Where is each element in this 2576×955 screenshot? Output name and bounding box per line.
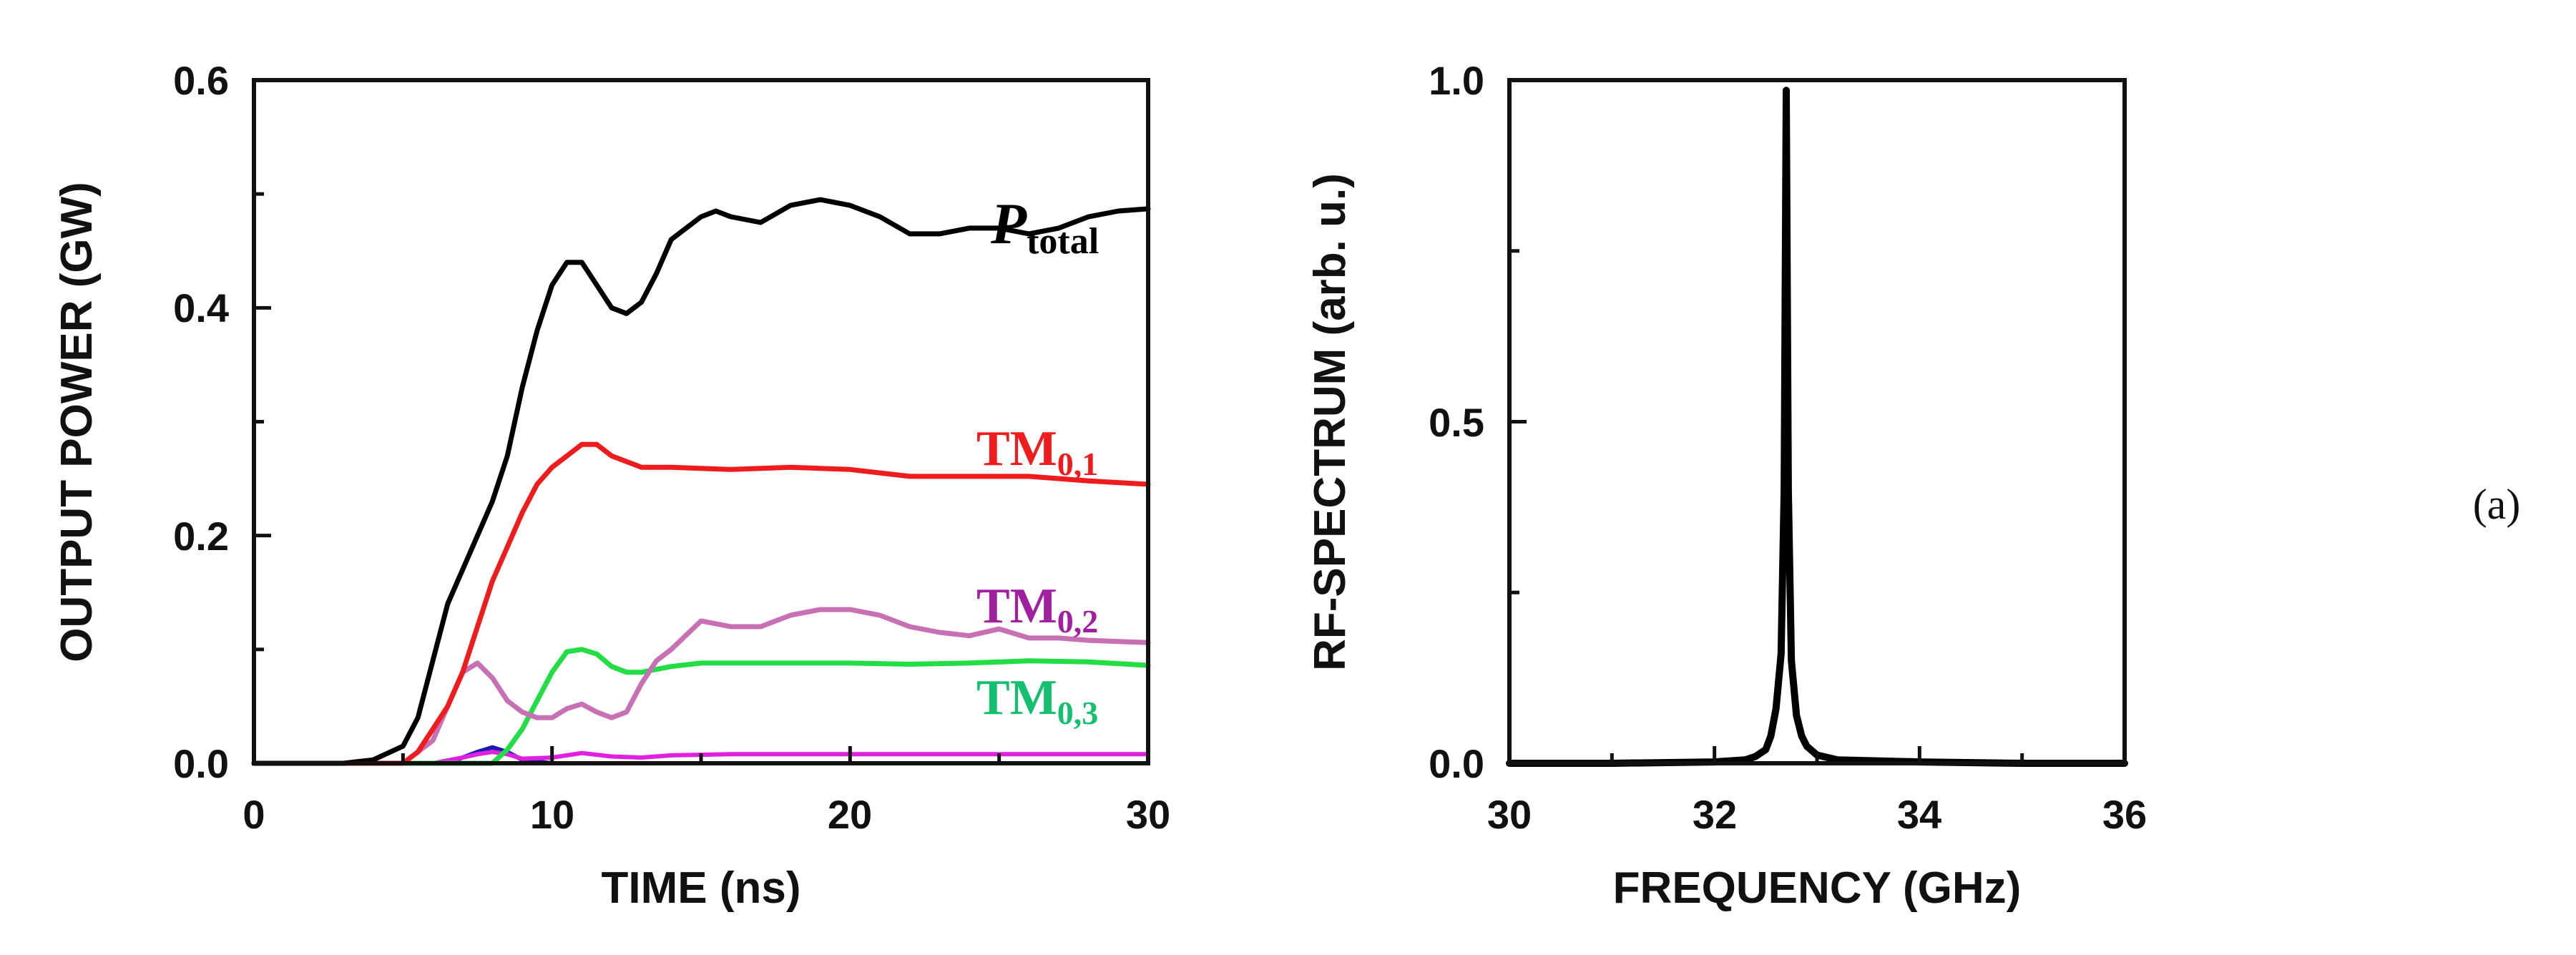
spectrum-x-axis-title: FREQUENCY (GHz) xyxy=(1613,863,2022,913)
spectrum-y-axis-title: RF-SPECTRUM (arb. u.) xyxy=(1306,173,1355,671)
time-xtick-label-3: 30 xyxy=(1126,792,1170,837)
label-tm03-sub: 0,3 xyxy=(1057,695,1099,731)
spectrum-chart: 0.0 0.5 1.0 30 32 34 36 FREQUENCY (GHz) … xyxy=(1306,58,2147,913)
spectrum-ytick-label-1: 0.5 xyxy=(1429,400,1484,445)
spectrum-xtick-label-3: 36 xyxy=(2102,792,2147,837)
label-tm01-sub: 0,1 xyxy=(1057,446,1099,482)
label-tm02-main: TM xyxy=(976,579,1057,634)
label-p-total-main: P xyxy=(990,191,1027,256)
time-ytick-label-1: 0.2 xyxy=(173,514,229,559)
time-y-axis-title: OUTPUT POWER (GW) xyxy=(52,182,102,662)
time-xtick-label-1: 10 xyxy=(530,792,574,837)
spectrum-tick-marks xyxy=(1507,78,2127,765)
label-tm03-main: TM xyxy=(976,670,1057,725)
label-tm02: TM0,2 xyxy=(976,579,1098,640)
panel-label: (a) xyxy=(2473,481,2521,528)
time-x-axis-title: TIME (ns) xyxy=(602,863,801,913)
time-ytick-label-2: 0.4 xyxy=(173,285,229,330)
time-series-group xyxy=(251,197,1151,766)
time-series-tm0-1 xyxy=(251,441,1151,766)
label-p-total-sub: total xyxy=(1027,221,1099,262)
time-xtick-label-2: 20 xyxy=(828,792,872,837)
label-tm03: TM0,3 xyxy=(976,670,1098,731)
spectrum-series-group xyxy=(1506,87,2128,767)
spectrum-series-spectrum xyxy=(1506,87,2128,767)
spectrum-ytick-label-0: 0.0 xyxy=(1429,741,1484,786)
time-plot-frame xyxy=(252,78,1150,765)
spectrum-xtick-label-2: 34 xyxy=(1897,792,1941,837)
time-ytick-label-0: 0.0 xyxy=(173,741,229,786)
time-series-p-total xyxy=(251,197,1151,766)
label-tm02-sub: 0,2 xyxy=(1057,603,1099,640)
time-series-tm0-2 xyxy=(251,607,1151,766)
spectrum-xtick-label-0: 30 xyxy=(1487,792,1532,837)
time-xtick-label-0: 0 xyxy=(243,792,265,837)
time-ytick-label-3: 0.6 xyxy=(173,58,229,103)
label-tm01-main: TM xyxy=(976,421,1057,476)
time-chart: 0.0 0.2 0.4 0.6 0 10 20 30 TIME (ns) OUT… xyxy=(52,58,1170,913)
label-tm01: TM0,1 xyxy=(976,421,1098,482)
spectrum-ytick-label-2: 1.0 xyxy=(1429,58,1484,103)
spectrum-plot-frame xyxy=(1507,78,2127,765)
time-series-magenta-minor-mode xyxy=(252,750,1150,765)
spectrum-xtick-label-1: 32 xyxy=(1693,792,1737,837)
label-p-total: Ptotal xyxy=(990,191,1099,262)
